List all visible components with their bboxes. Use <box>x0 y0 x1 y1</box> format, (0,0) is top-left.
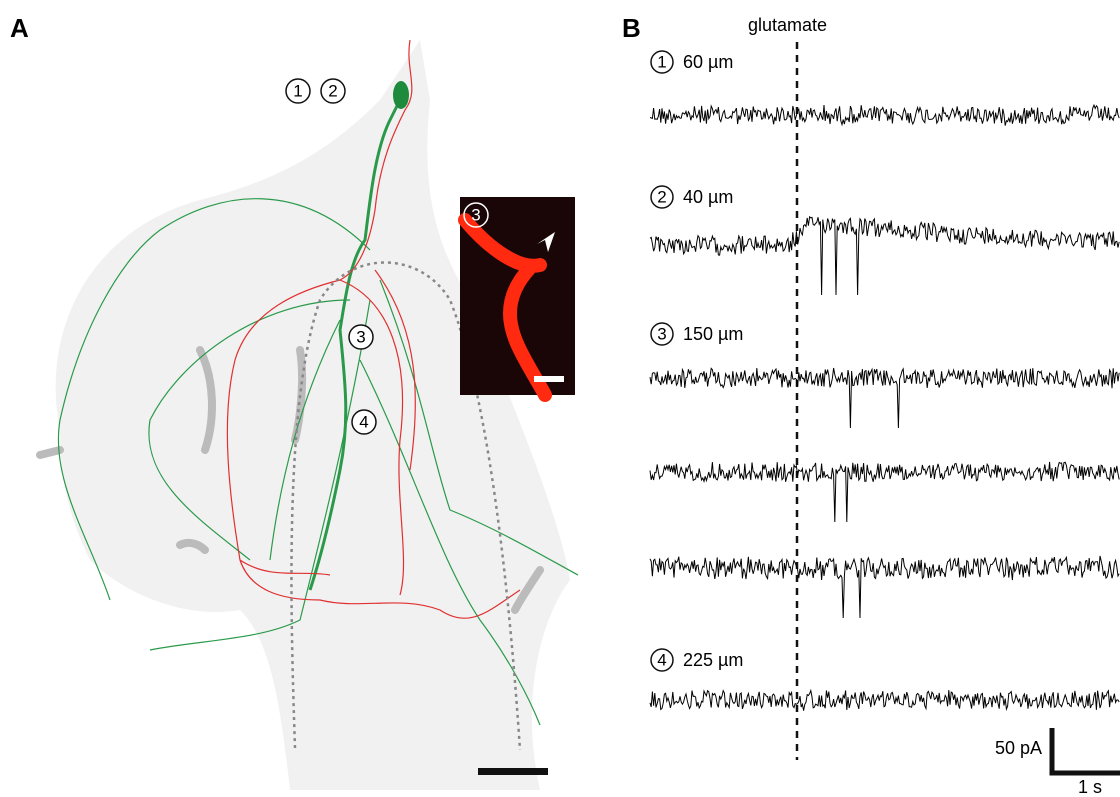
current-trace <box>650 105 1119 126</box>
tissue <box>40 40 570 790</box>
scale-bar <box>1052 728 1120 773</box>
marker: 3 <box>356 327 365 346</box>
current-trace <box>650 690 1119 711</box>
trace-label: 40 µm <box>683 187 733 207</box>
figure: A B 1 2 3 4 3 glutamate 1 60 µm 2 40 µm … <box>0 0 1120 797</box>
marker: 4 <box>359 412 368 431</box>
trace-label: 60 µm <box>683 52 733 72</box>
marker: 2 <box>328 81 337 100</box>
trace-markers <box>651 51 673 671</box>
current-trace <box>650 462 1119 522</box>
trace-marker: 4 <box>657 650 666 669</box>
marker: 1 <box>293 81 302 100</box>
stimulus-label: glutamate <box>748 15 827 35</box>
scale-x-label: 1 s <box>1078 777 1102 797</box>
current-trace <box>650 556 1119 618</box>
panel-label: B <box>622 13 641 43</box>
current-trace <box>650 368 1119 428</box>
trace-label: 150 µm <box>683 324 743 344</box>
panel-label: A <box>10 13 29 43</box>
trace-label: 225 µm <box>683 650 743 670</box>
inset <box>460 197 575 395</box>
current-trace <box>650 217 1119 295</box>
scale-bar <box>478 768 548 775</box>
scale-y-label: 50 pA <box>995 738 1042 758</box>
inset-marker: 3 <box>471 205 480 224</box>
trace-marker: 1 <box>657 52 666 71</box>
trace-marker: 3 <box>657 324 666 343</box>
trace-marker: 2 <box>657 187 666 206</box>
